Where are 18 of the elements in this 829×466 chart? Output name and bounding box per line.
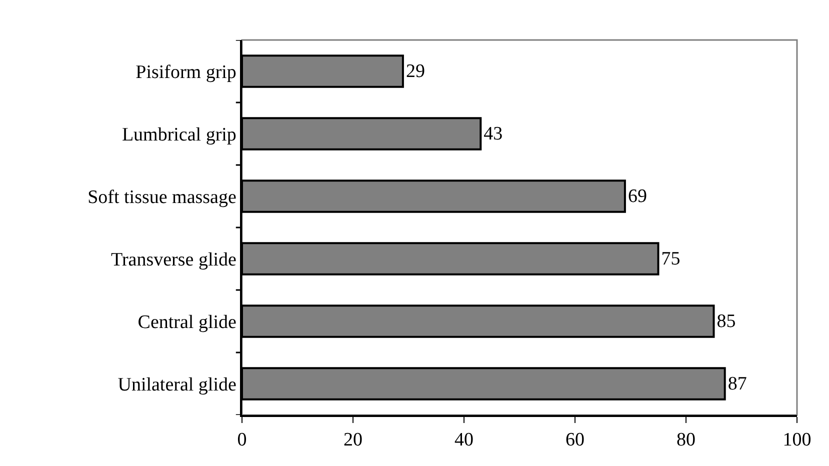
data-label: 69 xyxy=(628,186,647,207)
y-tick-label: Lumbrical grip xyxy=(122,124,236,146)
y-tick-label: Soft tissue massage xyxy=(88,186,236,208)
x-tick-label: 40 xyxy=(454,430,474,451)
data-label: 43 xyxy=(484,123,503,144)
y-tick-label: Transverse glide xyxy=(111,249,236,270)
x-tick-label: 100 xyxy=(782,430,812,451)
x-tick-label: 60 xyxy=(566,430,584,451)
data-label: 75 xyxy=(661,248,680,270)
x-tick-label: 20 xyxy=(344,430,362,451)
x-tick-label: 80 xyxy=(676,430,696,451)
data-label: 87 xyxy=(728,373,747,394)
y-tick-label: Unilateral glide xyxy=(118,374,236,396)
y-tick-label: Pisiform grip xyxy=(136,62,236,83)
data-label: 85 xyxy=(716,310,736,332)
y-tick-label: Central glide xyxy=(138,312,236,333)
x-tick-label: 0 xyxy=(237,430,247,451)
data-label: 29 xyxy=(406,60,425,82)
